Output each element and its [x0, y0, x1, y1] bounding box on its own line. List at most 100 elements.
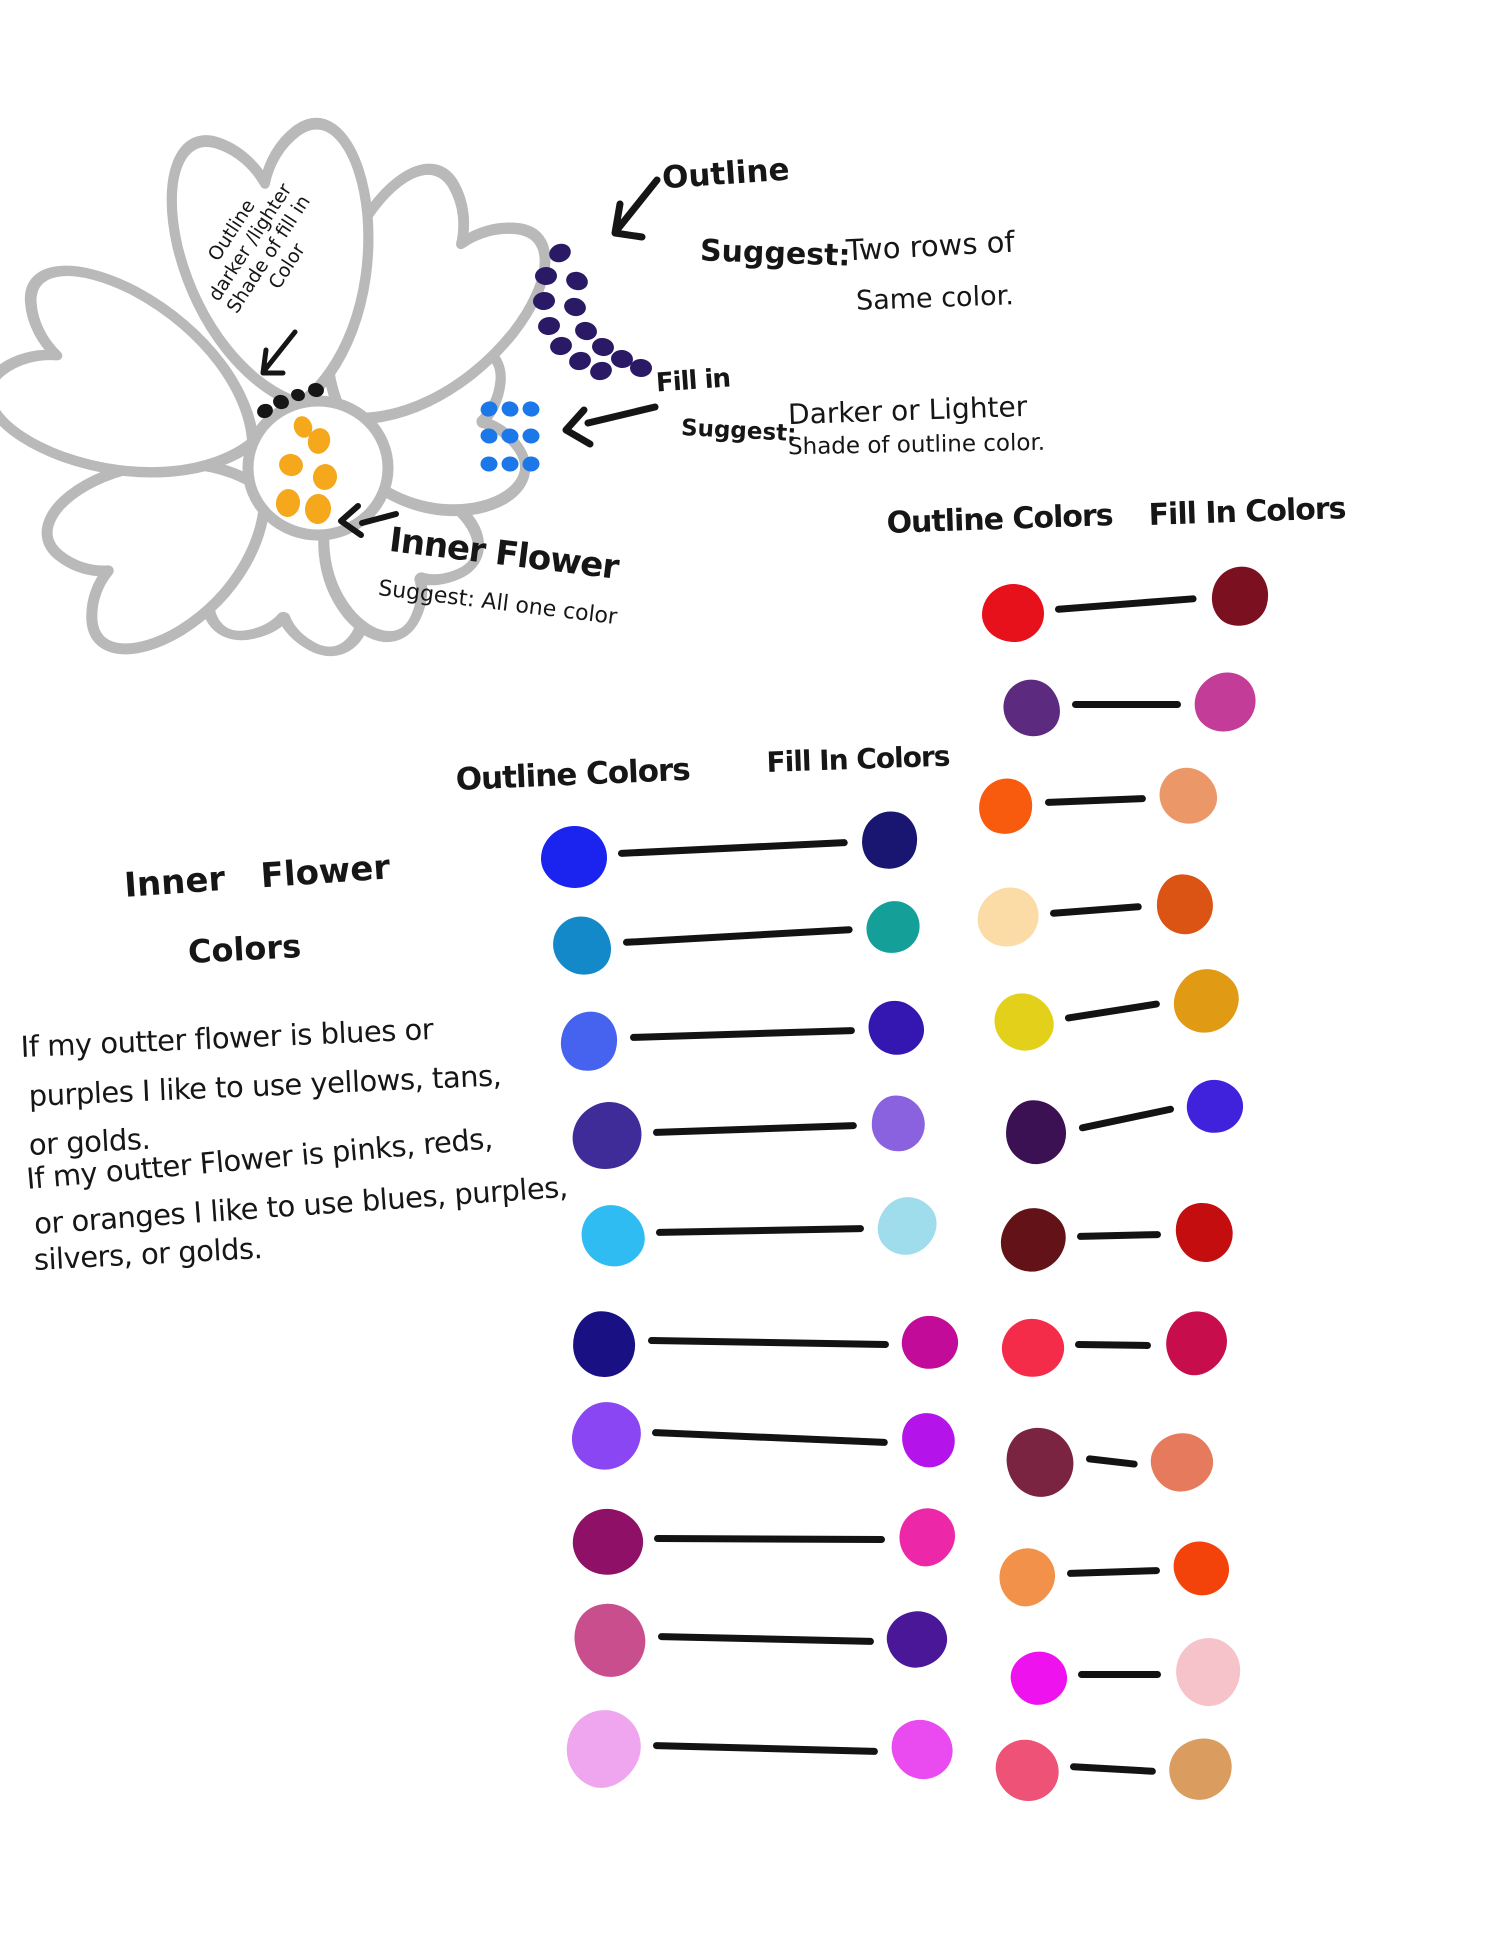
flower-petal — [343, 338, 531, 517]
fill-example-dot — [501, 428, 519, 444]
flower-petal — [201, 496, 373, 656]
fill-color-swatch — [1148, 757, 1228, 835]
fill-color-swatch — [858, 893, 928, 961]
outline-example-dot — [575, 321, 597, 341]
outline-color-swatch — [1003, 1097, 1069, 1167]
outline-color-swatch — [570, 1308, 638, 1380]
outline-color-swatch — [569, 1193, 657, 1279]
pair-connector-line — [1066, 1566, 1161, 1577]
pair-connector-line — [652, 1741, 879, 1755]
pair-connector-line — [652, 1121, 858, 1136]
inner-flower-dot — [275, 489, 301, 517]
outline-example-dot — [533, 291, 555, 311]
pair-connector-line — [651, 1428, 888, 1446]
outline-color-swatch — [983, 982, 1065, 1062]
outline-color-swatch — [562, 1092, 652, 1180]
outline-color-swatch — [992, 668, 1072, 748]
outline-color-swatch — [557, 1388, 655, 1484]
outline-example-dot — [538, 316, 560, 336]
pair-connector-line — [1072, 700, 1181, 708]
outline-color-swatch — [987, 1194, 1079, 1286]
pair-connector-line — [1078, 1670, 1161, 1678]
fill-color-swatch — [855, 804, 925, 876]
fill-in-arrow — [562, 403, 659, 448]
fill-color-swatch — [1182, 1074, 1248, 1138]
fill-example-dot — [522, 428, 540, 444]
warm-fill-header: Fill In Colors — [1148, 491, 1347, 533]
pair-connector-line — [1069, 1762, 1157, 1775]
pair-connector-line — [622, 925, 854, 946]
inner-flower-dot — [279, 453, 303, 477]
flower-petal — [41, 457, 271, 655]
fill-color-swatch — [1185, 663, 1265, 741]
fill-color-swatch — [1160, 955, 1252, 1047]
fill-color-swatch — [897, 1310, 963, 1374]
fill-example-dot — [522, 401, 540, 417]
fill-color-swatch — [892, 1403, 964, 1477]
pair-connector-line — [1076, 1230, 1162, 1240]
pair-connector-line — [1078, 1104, 1175, 1132]
outline-color-swatch — [972, 771, 1040, 841]
fill-color-swatch — [879, 1706, 965, 1792]
fill-color-swatch — [889, 1498, 965, 1576]
outline-example-dot — [590, 361, 612, 381]
pair-connector-line — [655, 1224, 865, 1236]
pair-connector-line — [653, 1534, 886, 1543]
outline-note-line1: Two rows of — [845, 224, 1016, 268]
inner-section-paragraph-line: purples I like to use yellows, tans, — [28, 1058, 502, 1113]
inner-section-heading2: Colors — [187, 927, 303, 971]
fill-example-dot — [480, 428, 498, 444]
outline-color-swatch — [968, 878, 1048, 956]
fill-color-swatch — [865, 1184, 949, 1268]
outline-example-dot — [535, 266, 557, 286]
pair-connector-line — [1049, 902, 1143, 917]
outline-note-line2: Same color. — [855, 280, 1015, 317]
fill-note-suggest: Suggest: — [680, 414, 797, 448]
fill-color-swatch — [1154, 1300, 1238, 1386]
pair-connector-line — [647, 1336, 890, 1348]
pair-connector-line — [629, 1026, 856, 1041]
fill-example-dot — [501, 401, 519, 417]
pair-connector-line — [1044, 794, 1147, 806]
outline-marker-dot — [308, 382, 324, 398]
inner-note-title: Inner Flower — [387, 520, 621, 588]
fill-color-swatch — [882, 1606, 952, 1672]
fill-example-dot — [480, 456, 498, 472]
fill-color-swatch — [1154, 871, 1216, 937]
fill-color-swatch — [1204, 559, 1276, 633]
outline-color-swatch — [567, 1503, 649, 1581]
blues-fill-header: Fill In Colors — [766, 739, 950, 779]
outline-color-swatch — [562, 1591, 658, 1689]
inner-flower-dot — [307, 428, 331, 454]
inner-note-suggest: Suggest: All one color — [376, 576, 619, 631]
outline-example-dot — [550, 336, 572, 356]
pair-connector-line — [1085, 1454, 1139, 1468]
petal-note-arrow — [260, 329, 298, 376]
flower-center-circle — [242, 395, 394, 541]
fill-example-dot — [501, 456, 519, 472]
fill-note-line1: Darker or Lighter — [787, 389, 1028, 432]
fill-color-swatch — [858, 990, 934, 1066]
pair-connector-line — [657, 1632, 875, 1645]
fill-example-dot — [480, 401, 498, 417]
inner-flower-dot — [293, 416, 313, 438]
outline-example-dot — [564, 297, 586, 317]
outline-example-dot — [569, 351, 591, 371]
petal-note: Outline darker /lighter Shade of fill in… — [142, 99, 379, 398]
outline-example-dot — [549, 243, 571, 263]
fill-color-swatch — [1172, 1634, 1244, 1710]
fill-color-swatch — [1158, 1726, 1244, 1812]
outline-arrow — [611, 176, 661, 241]
warm-outline-header: Outline Colors — [886, 498, 1114, 541]
inner-flower-dot — [304, 494, 332, 524]
pair-connector-line — [1064, 999, 1161, 1022]
pair-connector-line — [617, 838, 849, 857]
outline-example-dot — [630, 358, 652, 378]
outline-color-swatch — [541, 825, 607, 888]
outline-color-swatch — [995, 1416, 1085, 1508]
outline-color-swatch — [553, 1004, 625, 1078]
pair-connector-line — [1054, 594, 1198, 613]
outline-color-swatch — [541, 905, 623, 987]
outline-example-dot — [592, 337, 614, 357]
